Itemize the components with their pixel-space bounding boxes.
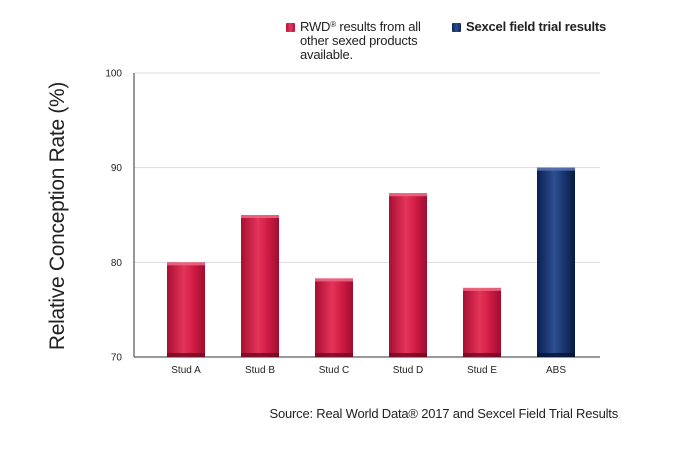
bar-body [463, 287, 501, 357]
y-tick-label: 80 [111, 258, 123, 269]
bar-base [167, 353, 205, 357]
bar-top-cap [389, 193, 427, 197]
bar-top-cap [167, 262, 205, 266]
bar-top-cap [241, 215, 279, 218]
bar-body [537, 167, 575, 357]
legend-swatch-rwd [286, 23, 295, 32]
x-tick-label: Stud C [319, 365, 350, 376]
bar-base [315, 353, 353, 357]
legend-label-sexcel: Sexcel field trial results [466, 19, 607, 34]
legend-label-rwd-main: RWD [300, 19, 331, 34]
legend: RWD® results from all other sexed produc… [286, 20, 656, 62]
legend-label-rwd-sup: ® [330, 20, 336, 29]
y-tick-label: 70 [111, 353, 123, 364]
bar-top-cap [463, 287, 501, 291]
x-tick-label: Stud B [245, 365, 275, 376]
x-tick-label: Stud A [171, 365, 201, 376]
bar-top-cap [537, 167, 575, 171]
bar-base [537, 353, 575, 357]
legend-swatch-sexcel [452, 23, 461, 32]
y-tick-label: 90 [111, 163, 123, 174]
bar-stud-b [241, 215, 279, 357]
legend-label-rwd-rest: results from all other sexed products av… [300, 19, 421, 62]
grid-lines [134, 72, 600, 263]
y-tick-label: 100 [105, 69, 122, 80]
x-tick-label: Stud E [467, 365, 497, 376]
bar-body [315, 278, 353, 357]
bar-base [463, 353, 501, 357]
x-tick-label: ABS [546, 365, 566, 376]
bar-body [389, 193, 427, 357]
legend-item-sexcel: Sexcel field trial results [452, 20, 606, 34]
bars [167, 167, 575, 357]
legend-item-rwd: RWD® results from all other sexed produc… [286, 20, 450, 62]
bar-base [389, 353, 427, 357]
source-note: Source: Real World Data® 2017 and Sexcel… [269, 406, 618, 421]
bar-body [167, 262, 205, 357]
x-tick-label: Stud D [393, 365, 424, 376]
tick-labels: 70 80 90 100 Stud A Stud B Stud C Stud D Stud E A… [105, 69, 566, 377]
y-axis-label: Relative Conception Rate (%) [46, 81, 69, 351]
bar-stud-c [315, 278, 353, 357]
bar-stud-d [389, 193, 427, 357]
axes [133, 73, 600, 358]
legend-label-rwd: RWD® results from all other sexed produc… [300, 20, 450, 62]
bar-stud-a [167, 262, 205, 357]
bar-top-cap [315, 278, 353, 282]
bar-abs [537, 167, 575, 357]
bar-base [241, 353, 279, 357]
bar-body [241, 215, 279, 357]
bar-stud-e [463, 287, 501, 357]
